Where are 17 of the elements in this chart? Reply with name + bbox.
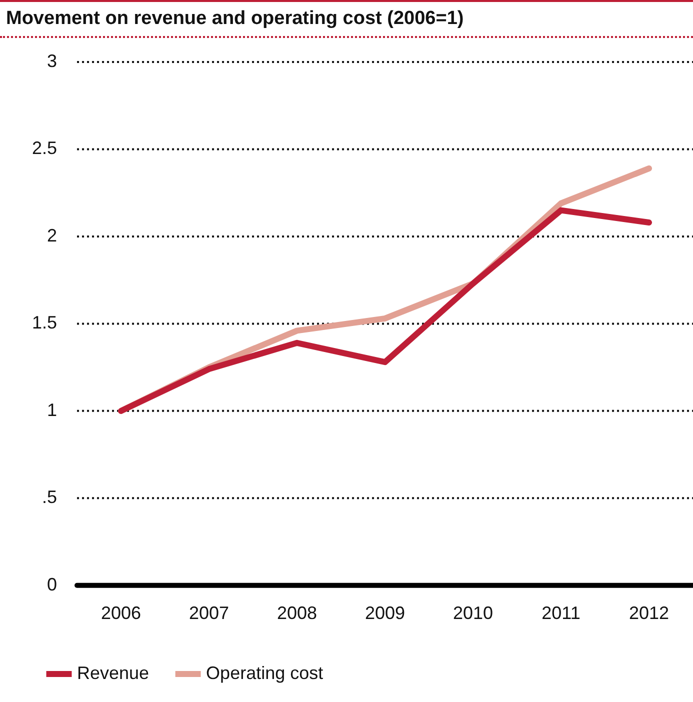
x-tick-label: 2006: [100, 603, 142, 624]
x-tick-label: 2012: [628, 603, 670, 624]
y-tick-label: 3: [47, 50, 58, 71]
x-tick-label: 2008: [276, 603, 318, 624]
x-tick-label: 2007: [188, 603, 230, 624]
y-tick-label: 1.5: [32, 312, 58, 333]
chart-title: Movement on revenue and operating cost (2006=1): [0, 2, 693, 38]
y-tick-label: 2.5: [32, 138, 58, 158]
x-tick-label: 2009: [364, 603, 406, 624]
y-tick-label: 1: [47, 400, 58, 420]
x-tick-label: 2010: [452, 603, 494, 624]
y-tick-label: 2: [47, 225, 58, 246]
x-tick-label: 2011: [542, 603, 580, 624]
legend-label: Operating cost: [206, 662, 324, 683]
legend-label: Revenue: [77, 662, 150, 683]
y-tick-label: 0: [47, 574, 58, 594]
y-tick-label: .5: [42, 487, 58, 508]
